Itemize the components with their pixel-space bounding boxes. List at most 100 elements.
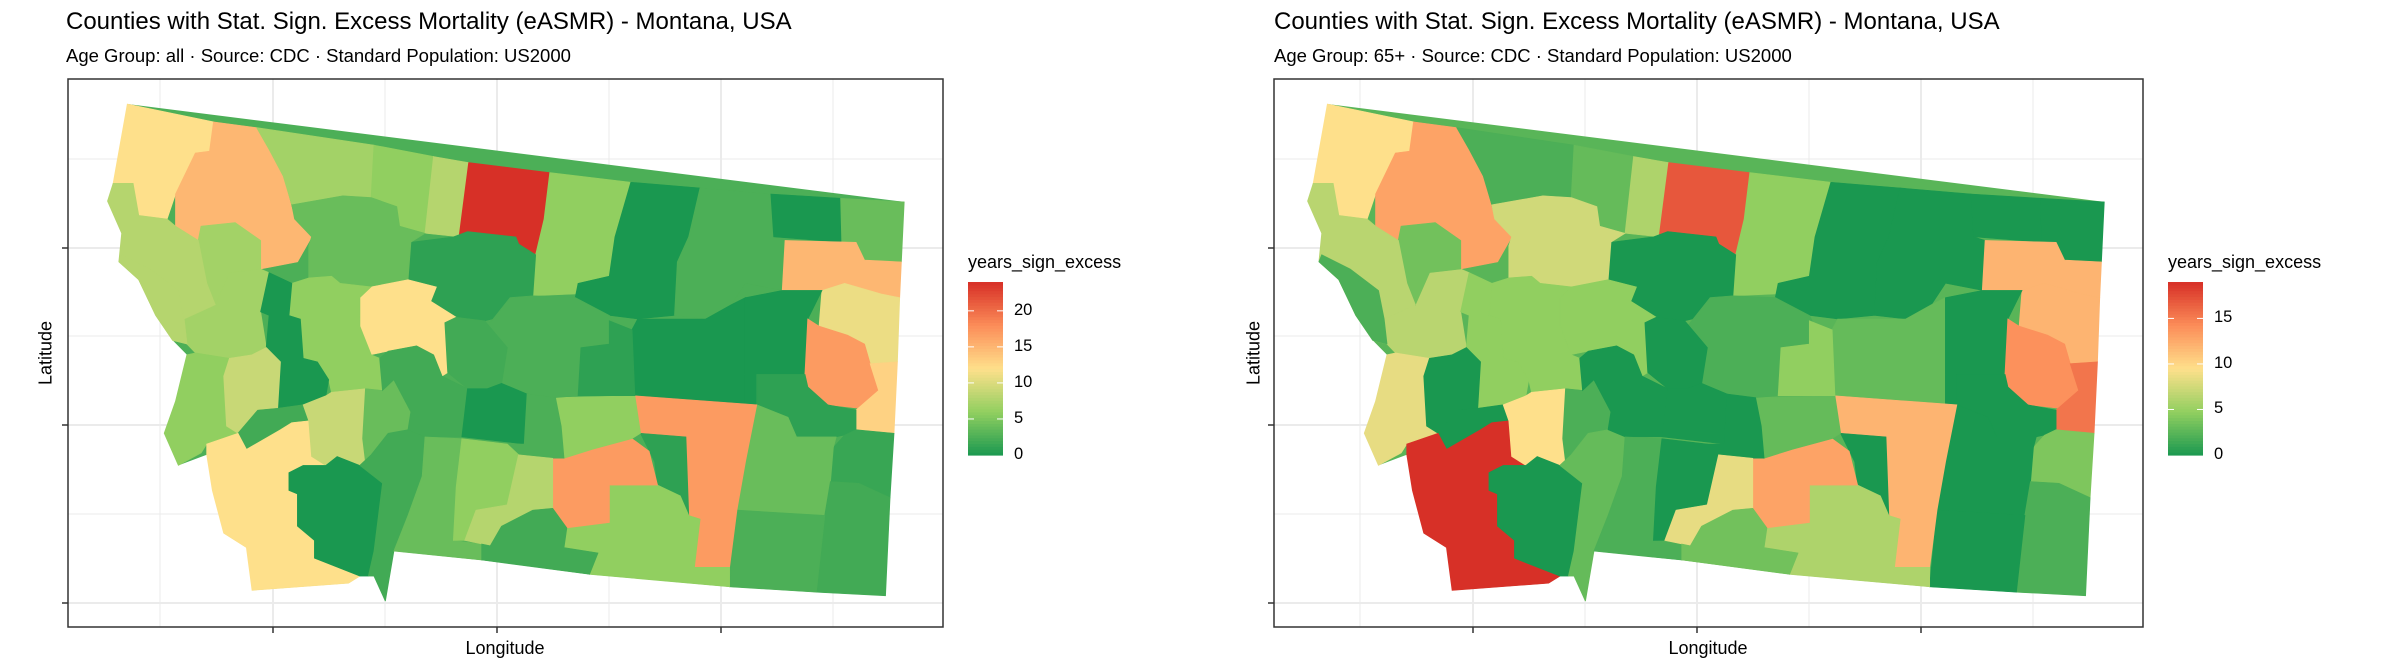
colorbar-segment [968,408,1003,413]
colorbar-segment [2168,411,2203,416]
colorbar-segment [968,356,1003,361]
colorbar-segment [968,333,1003,338]
colorbar-segment [968,400,1003,404]
left-panel [62,78,944,633]
county-region [1681,507,1799,575]
legend-tick-label: 0 [1014,445,1024,463]
colorbar-segment [968,284,1003,289]
left-map [107,103,905,602]
colorbar-segment [2168,313,2203,318]
colorbar-segment [968,316,1003,321]
county-region [1929,509,2026,593]
colorbar-segment [2168,305,2203,309]
colorbar-segment [2168,333,2203,338]
colorbar-segment [2168,345,2203,349]
left-x-axis-title: Longitude [465,638,545,658]
colorbar-segment [968,362,1003,367]
colorbar-segment [968,307,1003,312]
colorbar-segment [2168,408,2203,413]
colorbar-segment [2168,339,2203,344]
colorbar-segment [968,365,1003,370]
county-region [1777,320,1836,397]
colorbar-segment [968,403,1003,407]
colorbar-segment [968,368,1003,372]
colorbar-segment [968,420,1003,424]
colorbar-segment [2168,449,2203,453]
county-region [1318,254,1388,345]
colorbar-segment [968,382,1003,387]
colorbar-segment [2168,403,2203,407]
colorbar-segment [968,299,1003,303]
colorbar-segment [968,342,1003,347]
colorbar-segment [2168,380,2203,384]
colorbar-segment [968,359,1003,364]
colorbar-segment [968,296,1003,300]
colorbar-segment [2168,359,2203,364]
colorbar-segment [968,290,1003,295]
colorbar-segment [2168,400,2203,404]
county-region [1970,193,2043,243]
colorbar-segment [2168,365,2203,370]
colorbar-segment [968,336,1003,341]
colorbar-segment [968,374,1003,378]
colorbar-segment [968,423,1003,427]
colorbar-segment [2168,434,2203,439]
colorbar-segment [2168,391,2203,396]
left-plot-title: Counties with Stat. Sign. Excess Mortali… [66,8,792,35]
legend-tick-label: 5 [1014,408,1024,427]
county-region [577,320,636,397]
right-x-axis-title: Longitude [1668,638,1748,658]
colorbar-segment [968,388,1003,393]
panel-border [1273,78,2144,628]
colorbar-segment [968,339,1003,344]
colorbar-segment [968,325,1003,329]
right-plot-title: Counties with Stat. Sign. Excess Mortali… [1274,8,2000,35]
colorbar-segment [968,443,1003,447]
legend-tick-label: 10 [2214,353,2233,372]
colorbar-segment [968,429,1003,433]
colorbar-segment [2168,284,2203,289]
colorbar-segment [968,305,1003,309]
colorbar-segment [2168,423,2203,427]
colorbar-segment [2168,351,2203,355]
colorbar-segment [968,426,1003,430]
colorbar-segment [2168,282,2203,286]
colorbar-segment [2168,348,2203,352]
colorbar-segment [968,385,1003,390]
left-legend-colorbar [968,282,1003,456]
colorbar-segment [2168,377,2203,381]
colorbar-segment [968,446,1003,450]
colorbar-segment [2168,368,2203,372]
colorbar-segment [2168,310,2203,315]
colorbar-segment [968,391,1003,396]
colorbar-segment [2168,371,2203,375]
right-y-axis-title: Latitude [1243,320,1264,386]
colorbar-segment [968,440,1003,445]
colorbar-segment [968,322,1003,326]
colorbar-segment [2168,322,2203,326]
county-region [481,507,599,575]
legend-tick-label: 10 [1014,372,1033,391]
colorbar-segment [2168,446,2203,450]
colorbar-segment [2168,382,2203,387]
colorbar-segment [968,331,1003,335]
colorbar-segment [968,417,1003,421]
colorbar-segment [2168,290,2203,295]
colorbar-segment [2168,307,2203,312]
colorbar-segment [2168,374,2203,378]
legend-tick-label: 5 [2214,399,2224,418]
colorbar-segment [968,394,1003,398]
colorbar-segment [968,414,1003,419]
montana-map [107,103,905,602]
colorbar-segment [2168,325,2203,329]
right-legend-title: years_sign_excess [2168,252,2322,272]
colorbar-segment [2168,426,2203,430]
county-region [2015,481,2091,597]
county-region [1661,382,1728,445]
panel-border [67,78,944,628]
right-legend-colorbar [2168,282,2203,456]
colorbar-segment [2168,429,2203,433]
colorbar-segment [2168,394,2203,398]
